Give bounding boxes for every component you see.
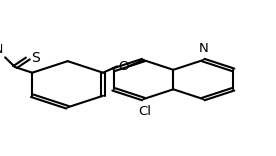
Text: H₂N: H₂N [0,43,4,56]
Text: Cl: Cl [138,105,151,117]
Text: O: O [118,60,128,73]
Text: N: N [198,42,208,55]
Text: S: S [31,51,40,65]
